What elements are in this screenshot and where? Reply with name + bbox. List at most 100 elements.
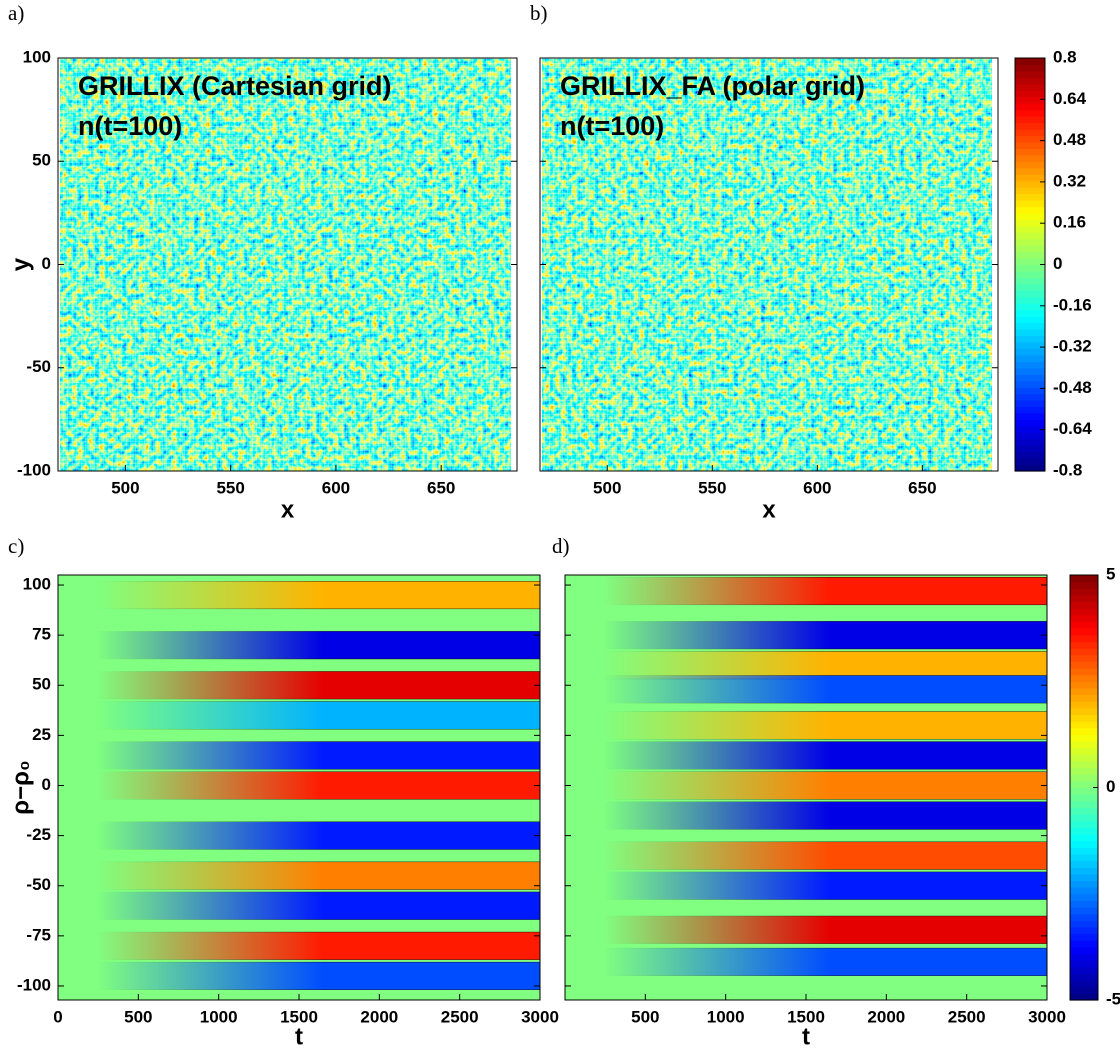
colorbar-cell [1015, 296, 1045, 304]
zonal-band [564, 650, 1048, 680]
colorbar-cell [1015, 174, 1045, 182]
colorbar-cell [1015, 180, 1045, 188]
zonal-band [57, 630, 541, 660]
panel-title: GRILLIX_FA (polar grid) [560, 71, 865, 101]
colorbar-tick-label: 0.64 [1053, 89, 1087, 108]
colorbar-tick-label: -0.32 [1053, 337, 1092, 356]
colorbar-cell [1015, 219, 1045, 227]
colorbar-cell [1015, 64, 1045, 72]
colorbar-cell [1070, 667, 1098, 676]
colorbar-cell [1015, 258, 1045, 266]
colorbar-cell [1070, 694, 1098, 702]
colorbar-cell [1070, 601, 1098, 609]
colorbar-cell [1015, 199, 1045, 208]
y-tick-label: 100 [23, 575, 51, 594]
y-tick-label: 0 [42, 775, 51, 794]
colorbar-cell [1070, 893, 1098, 901]
colorbar-cell [1015, 161, 1045, 169]
x-tick-label: 600 [322, 478, 350, 497]
colorbar-cell [1070, 654, 1098, 662]
colorbar-tick-label: -0.64 [1053, 419, 1092, 438]
y-tick-label: -100 [17, 975, 51, 994]
colorbar-cell [1015, 141, 1045, 149]
colorbar-cell [1015, 438, 1045, 446]
y-tick-label: 50 [32, 675, 51, 694]
colorbar-cell [1070, 648, 1098, 656]
zonal-band [564, 841, 1048, 871]
colorbar-cell [1015, 109, 1045, 117]
x-tick-label: 2000 [867, 1007, 905, 1026]
y-tick-label: 75 [32, 625, 51, 644]
colorbar-cell [1015, 290, 1045, 298]
y-tick-label: 100 [23, 47, 51, 66]
colorbar-cell [1070, 681, 1098, 689]
colorbar-cell [1070, 714, 1098, 722]
y-axis-label: y [7, 257, 34, 271]
zonal-band [564, 871, 1048, 901]
colorbar-cell [1070, 594, 1098, 603]
colorbar-cell [1015, 412, 1045, 420]
colorbar-cell [1015, 96, 1045, 104]
x-tick-label: 650 [427, 478, 455, 497]
x-tick-label: 600 [803, 478, 831, 497]
colorbar-tick-label: 0 [1053, 254, 1062, 273]
colorbar-cell [1070, 588, 1098, 596]
colorbar-cell [1015, 225, 1045, 233]
colorbar-cell [1015, 419, 1045, 427]
colorbar-cell [1015, 400, 1045, 408]
colorbar-cell [1070, 920, 1098, 928]
colorbar-cell [1070, 794, 1098, 802]
colorbar-cell [1015, 387, 1045, 395]
x-axis-label: x [762, 496, 776, 523]
zonal-band [564, 620, 1048, 650]
colorbar-cell [1015, 445, 1045, 453]
colorbar-tick-label: 0.16 [1053, 213, 1086, 232]
x-tick-label: 550 [216, 478, 244, 497]
colorbar-cell [1070, 853, 1098, 862]
zonal-band [564, 740, 1048, 770]
colorbar-cell [1070, 581, 1098, 589]
x-tick-label: 500 [124, 1007, 152, 1026]
x-tick-label: 2500 [441, 1007, 479, 1026]
zonal-band [57, 931, 541, 961]
panel-subtitle: n(t=100) [560, 111, 664, 141]
colorbar-cell [1070, 674, 1098, 682]
colorbar-cell [1015, 329, 1045, 337]
colorbar-cell [1015, 367, 1045, 375]
colorbar-cell [1015, 348, 1045, 356]
colorbar-cell [1070, 926, 1098, 935]
zonal-band [564, 576, 1048, 606]
colorbar-cell [1015, 148, 1045, 156]
zonal-band [57, 740, 541, 770]
y-tick-label: -100 [17, 460, 51, 479]
x-tick-label: 500 [111, 478, 139, 497]
x-tick-label: 3000 [521, 1007, 559, 1026]
zonal-band [57, 670, 541, 700]
zonal-band [564, 947, 1048, 977]
y-tick-label: 0 [42, 254, 51, 273]
y-tick-label: 50 [32, 151, 51, 170]
zonal-band [564, 674, 1048, 704]
colorbar-cell [1015, 167, 1045, 175]
colorbar-cell [1015, 432, 1045, 440]
colorbar-cell [1015, 335, 1045, 343]
x-tick-label: 1000 [707, 1007, 745, 1026]
colorbar-cell [1070, 840, 1098, 848]
colorbar-cell [1070, 741, 1098, 749]
panel-title: GRILLIX (Cartesian grid) [78, 71, 392, 101]
x-tick-label: 650 [908, 478, 936, 497]
colorbar-cell [1070, 707, 1098, 716]
colorbar-cell [1015, 264, 1045, 272]
colorbar-cell [1015, 187, 1045, 195]
y-tick-label: -50 [26, 875, 51, 894]
x-tick-label: 1000 [200, 1007, 238, 1026]
panel-subtitle: n(t=100) [78, 111, 182, 141]
zonal-band [564, 801, 1048, 830]
colorbar-cell [1070, 986, 1098, 994]
colorbar-cell [1015, 122, 1045, 130]
colorbar-tick-label: 0.48 [1053, 130, 1086, 149]
x-tick-label: 500 [631, 1007, 659, 1026]
colorbar-cell [1070, 887, 1098, 895]
colorbar-cell [1070, 634, 1098, 643]
